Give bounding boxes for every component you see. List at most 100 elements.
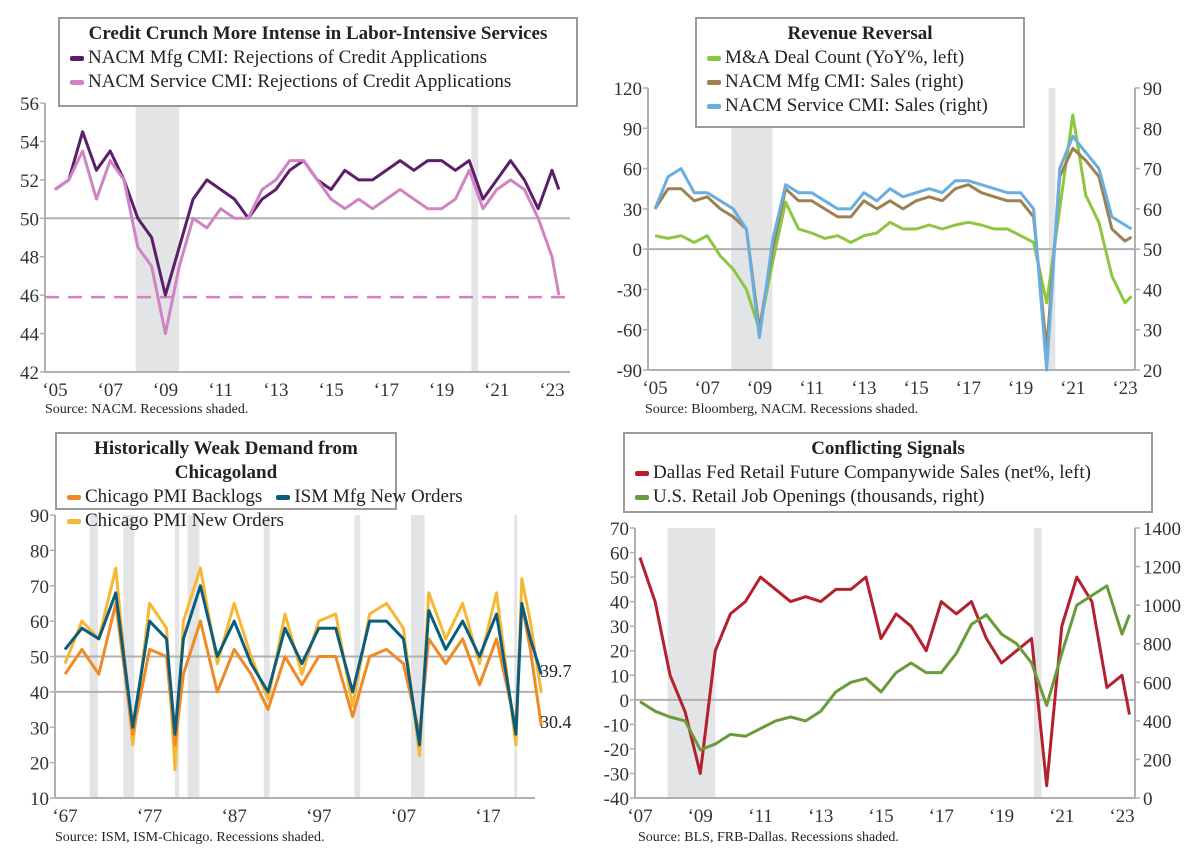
legend-item: Dallas Fed Retail Future Companywide Sal… [635, 461, 1141, 485]
y-tick-label-left: 44 [20, 325, 40, 346]
series-line-u-s-retail-job-openings-thousands-right [639, 584, 1131, 752]
x-tick-label: ‘21 [1060, 378, 1085, 399]
y-tick-label-right: 50 [1143, 240, 1162, 261]
value-annotation: 39.7 [540, 661, 572, 681]
y-tick-label-right: 30 [1143, 321, 1162, 342]
x-tick-label: ‘15 [318, 380, 343, 401]
recession-shade [667, 528, 716, 798]
y-tick-label-left: 120 [614, 79, 643, 100]
y-tick-label-right: 40 [1143, 280, 1162, 301]
x-tick-label: ‘19 [1008, 378, 1033, 399]
y-tick-label-left: -10 [604, 715, 629, 736]
series-line-nacm-service-cmi-rejections-of-credit-applications [54, 149, 561, 336]
y-tick-label-right: 600 [1143, 673, 1172, 694]
y-tick-label-left: 48 [20, 248, 39, 269]
x-tick-label: ‘11 [748, 806, 773, 827]
y-tick-label-left: 42 [20, 363, 39, 384]
chart-1: 42 44 46 48 50 52 54 56 ‘05 ‘07 ‘09 ‘11 ‘13 ‘15 ‘17 ‘19… [20, 94, 570, 401]
x-tick-label: ‘13 [808, 806, 833, 827]
x-tick-label: ‘19 [989, 806, 1014, 827]
recession-shade [135, 103, 180, 372]
x-tick-label: ‘05 [642, 378, 667, 399]
y-tick-label-right: 60 [1143, 200, 1162, 221]
legend-item: NACM Mfg CMI: Rejections of Credit Appli… [70, 46, 566, 70]
y-tick-label-left: 30 [30, 718, 49, 739]
x-tick-label: ‘07 [627, 806, 652, 827]
y-tick-label-left: 60 [30, 612, 49, 633]
y-tick-label-right: 90 [1143, 79, 1162, 100]
y-tick-label-left: 70 [610, 519, 629, 540]
x-tick-label: ‘09 [688, 806, 713, 827]
series-line-m-a-deal-count-yoy-left [654, 113, 1133, 332]
y-tick-label-left: 20 [30, 754, 49, 775]
legend-item: U.S. Retail Job Openings (thousands, rig… [635, 485, 1141, 509]
y-tick-label-right: 1000 [1143, 596, 1181, 617]
x-tick-label: ‘11 [208, 380, 233, 401]
x-tick-label: ‘13 [851, 378, 876, 399]
x-tick-label: ‘07 [695, 378, 720, 399]
x-tick-label: ‘21 [1049, 806, 1074, 827]
y-tick-label-left: 0 [620, 691, 630, 712]
y-tick-label-left: 50 [20, 209, 39, 230]
y-tick-label-left: 70 [30, 577, 49, 598]
x-tick-label: ‘77 [137, 806, 162, 827]
chart3-source: Source: ISM, ISM-Chicago. Recessions sha… [55, 830, 325, 845]
chart2-source: Source: Bloomberg, NACM. Recessions shad… [645, 402, 919, 417]
y-tick-label-right: 1400 [1143, 519, 1181, 540]
legend-item: NACM Mfg CMI: Sales (right) [707, 70, 1013, 94]
y-tick-label-left: 40 [30, 683, 49, 704]
y-tick-label-left: 56 [20, 94, 39, 115]
y-tick-label-right: 20 [1143, 361, 1162, 382]
recession-shade [471, 103, 479, 372]
x-tick-label: ‘15 [868, 806, 893, 827]
y-tick-label-left: 40 [610, 593, 629, 614]
legend-item: Chicago PMI Backlogs [67, 485, 262, 509]
y-tick-label-left: 60 [623, 160, 642, 181]
x-tick-label: ‘87 [222, 806, 247, 827]
series-line-chicago-pmi-backlogs [63, 601, 543, 747]
series-line-ism-mfg-new-orders [63, 584, 543, 747]
x-tick-label: ‘17 [374, 380, 399, 401]
y-tick-label-left: -20 [604, 740, 629, 761]
y-tick-label-left: -30 [617, 280, 642, 301]
x-tick-label: ‘09 [153, 380, 178, 401]
x-tick-label: ‘07 [98, 380, 123, 401]
legend-item: ISM Mfg New Orders [276, 485, 463, 509]
chart4-title: Conflicting Signals [811, 438, 965, 459]
x-tick-label: ‘23 [1109, 806, 1134, 827]
chart4-source: Source: BLS, FRB-Dallas. Recessions shad… [638, 830, 899, 845]
chart-4: -40 -30 -20 -10 0 10 20 30 40 50 60 70 0 200 400 600 800… [604, 519, 1181, 827]
x-tick-label: ‘23 [539, 380, 564, 401]
series-line-nacm-service-cmi-sales-right [653, 134, 1133, 372]
value-annotation: 30.4 [540, 712, 572, 732]
recession-shade [1034, 528, 1042, 798]
y-tick-label-left: 60 [610, 544, 629, 565]
y-tick-label-left: -40 [604, 789, 629, 810]
chart3-legend: Historically Weak Demand from Chicagolan… [55, 432, 463, 531]
y-tick-label-left: 0 [633, 240, 643, 261]
y-tick-label-left: 20 [610, 642, 629, 663]
x-tick-label: ‘17 [956, 378, 981, 399]
chart-3: 10 20 30 40 50 60 70 80 90 ‘67 ‘77 ‘87 ‘97 ‘07 ‘17 39.7… [30, 506, 572, 827]
x-tick-label: ‘23 [1112, 378, 1137, 399]
chart1-title: Credit Crunch More Intense in Labor-Inte… [88, 23, 548, 44]
chart1-source: Source: NACM. Recessions shaded. [45, 402, 249, 417]
x-tick-label: ‘15 [903, 378, 928, 399]
x-tick-label: ‘19 [429, 380, 454, 401]
x-tick-label: ‘13 [263, 380, 288, 401]
y-tick-label-left: 80 [30, 541, 49, 562]
legend-item: NACM Service CMI: Rejections of Credit A… [70, 70, 566, 94]
y-tick-label-left: 30 [623, 200, 642, 221]
y-tick-label-right: 200 [1143, 750, 1172, 771]
x-tick-label: ‘21 [484, 380, 509, 401]
y-tick-label-left: 90 [623, 119, 642, 140]
y-tick-label-left: -30 [604, 764, 629, 785]
chart2-legend: Revenue Reversal M&A Deal Count (YoY%, l… [695, 17, 1025, 128]
x-tick-label: ‘17 [929, 806, 954, 827]
recession-shade [1048, 88, 1056, 370]
y-tick-label-right: 80 [1143, 119, 1162, 140]
x-tick-label: ‘09 [747, 378, 772, 399]
chart-2: -90 -60 -30 0 30 60 90 120 20 30 40 50 60 70 80 90 ‘05 ‘0… [614, 79, 1163, 399]
y-tick-label-right: 70 [1143, 160, 1162, 181]
